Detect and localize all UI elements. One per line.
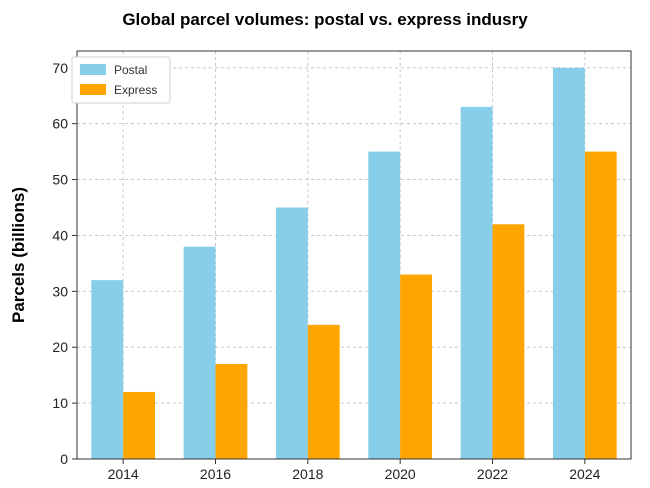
plot-frame [76,50,632,460]
y-tick-label: 20 [52,339,68,355]
bar-express-2024 [584,151,617,460]
x-tick-label: 2020 [385,466,416,482]
bar-express-2016 [215,363,248,459]
x-tick-label: 2014 [108,466,139,482]
bar-postal-2018 [275,207,308,459]
bar-express-2014 [123,391,156,459]
y-tick-label: 60 [52,116,68,132]
y-tick-label: 50 [52,172,68,188]
legend-swatch-express [80,84,106,95]
legend: Postal Express [71,56,171,104]
bar-postal-2014 [91,280,124,459]
x-tick-label: 2024 [569,466,600,482]
y-tick-label: 40 [52,227,68,243]
x-tick-label: 2016 [200,466,231,482]
legend-label-postal: Postal [114,63,147,77]
x-tick-label: 2018 [292,466,323,482]
y-tick-label: 70 [52,60,68,76]
bar-express-2020 [400,274,433,459]
bar-postal-2020 [368,151,401,460]
y-axis-label: Parcels (billions) [9,187,28,323]
bar-express-2018 [307,324,340,459]
x-tick-label: 2022 [477,466,508,482]
y-tick-label: 10 [52,395,68,411]
bar-postal-2022 [460,106,493,459]
bar-postal-2016 [183,246,216,459]
legend-label-express: Express [114,83,157,97]
bar-express-2022 [492,224,525,459]
legend-swatch-postal [80,64,106,75]
y-tick-label: 0 [60,451,68,467]
y-tick-label: 30 [52,283,68,299]
chart-title: Global parcel volumes: postal vs. expres… [122,10,528,29]
bar-postal-2024 [552,67,585,459]
